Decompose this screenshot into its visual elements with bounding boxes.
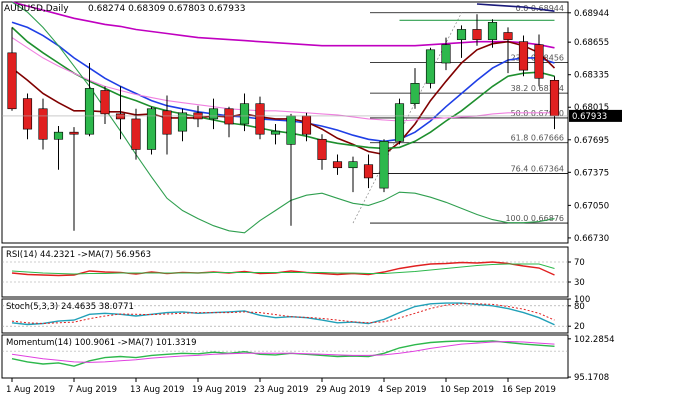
candle-body <box>22 98 33 130</box>
indicator-series-line <box>11 340 555 367</box>
candle-body <box>84 88 95 135</box>
candle-body <box>456 29 467 40</box>
moving-average-line <box>11 26 555 150</box>
y-tick-label: 0.68015 <box>574 103 609 113</box>
candle-body <box>224 108 234 125</box>
fib-level-label: 50.0 0.67910 <box>511 109 564 118</box>
candle-body <box>317 138 327 160</box>
candle-body <box>115 113 126 120</box>
moving-average-line <box>11 1 555 49</box>
y-tick-label: 70 <box>574 258 585 268</box>
last-price-label: 0.67933 <box>572 112 607 122</box>
candle-body <box>53 131 64 140</box>
candle-body <box>487 22 498 40</box>
candle-body <box>255 103 265 135</box>
candle-body <box>410 83 420 104</box>
y-tick-label: 100 <box>574 295 590 305</box>
x-tick-label: 10 Sep 2019 <box>440 385 494 395</box>
moving-average-line <box>11 21 555 143</box>
candle-body <box>363 164 374 179</box>
candle-body <box>286 115 296 145</box>
moving-average-line <box>11 37 555 122</box>
y-tick-label: 0.67375 <box>574 168 609 178</box>
candle-body <box>131 118 141 150</box>
fib-level-label: 76.4 0.67364 <box>511 164 564 173</box>
candle-body <box>38 108 48 140</box>
moving-average-line <box>476 3 555 12</box>
candle-body <box>177 112 188 132</box>
indicator-title: RSI(14) 44.2321 ->MA(7) 56.9563 <box>6 250 151 260</box>
y-tick-label: 0.67050 <box>574 201 609 211</box>
candle-body <box>425 49 436 84</box>
candle-body <box>441 44 451 64</box>
y-tick-label: 0.66730 <box>574 234 609 244</box>
y-tick-label: 0.67695 <box>574 136 609 146</box>
main-price-panel[interactable]: 0.68944 0.68655 0.68335 0.68015 0.67695 0.673… <box>1 1 622 244</box>
x-tick-label: 4 Sep 2019 <box>378 385 426 395</box>
fib-level-label: 100.0 0.66876 <box>505 214 564 223</box>
fib-level-label: 0.0 0.68944 <box>516 4 564 13</box>
candle-body <box>549 79 560 117</box>
y-tick-label: 95.1708 <box>574 373 609 383</box>
x-tick-label: 19 Aug 2019 <box>192 385 246 395</box>
y-tick-label: 102.2854 <box>574 335 615 345</box>
last-price-box <box>569 109 622 122</box>
candle-body <box>146 108 157 150</box>
candle-body <box>270 130 281 135</box>
candle-body <box>518 41 529 71</box>
rsi-panel[interactable]: 70 30 RSI(14) 44.2321 ->MA(7) 56.9563 <box>1 246 585 298</box>
y-tick-label: 30 <box>574 278 585 288</box>
x-tick-label: 23 Aug 2019 <box>254 385 308 395</box>
candle-body <box>534 44 544 79</box>
indicator-series-line <box>11 263 555 275</box>
candle-body <box>162 110 172 135</box>
candle-body <box>472 29 482 40</box>
y-tick-label: 80 <box>574 302 585 312</box>
candle-body <box>348 161 358 169</box>
indicator-series-line <box>11 302 555 326</box>
x-tick-label: 1 Aug 2019 <box>6 385 55 395</box>
x-tick-label: 16 Sep 2019 <box>502 385 556 395</box>
candle-body <box>69 131 79 135</box>
candle-body <box>379 141 389 189</box>
candle-body <box>100 90 110 115</box>
y-tick-label: 0.68655 <box>574 38 609 48</box>
x-tick-label: 29 Aug 2019 <box>316 385 370 395</box>
indicator-series-line <box>11 340 555 363</box>
indicator-series-line <box>11 303 555 325</box>
candle-body <box>239 103 250 125</box>
momentum-panel[interactable]: 102.2854 95.1708 Momentum(14) 100.9061 ->M… <box>1 334 615 383</box>
y-tick-label: 20 <box>574 322 585 332</box>
candle-body <box>301 115 312 135</box>
x-tick-label: 13 Aug 2019 <box>130 385 184 395</box>
candle-body <box>7 52 17 110</box>
x-axis: 1 Aug 2019 7 Aug 2019 13 Aug 2019 19 Aug 20… <box>6 378 556 395</box>
x-tick-label: 7 Aug 2019 <box>68 385 117 395</box>
candle-body <box>503 32 513 40</box>
indicator-title: Stoch(5,3,3) 24.4635 38.0771 <box>6 302 134 312</box>
y-tick-label: 0.68335 <box>574 71 609 81</box>
fib-level-label: 38.2 0.68154 <box>511 84 564 93</box>
fib-level-label: 61.8 0.67666 <box>511 134 564 143</box>
ohlc-readout: 0.68274 0.68309 0.67803 0.67933 <box>88 4 245 14</box>
candle-body <box>394 103 405 142</box>
candle-body <box>208 108 219 120</box>
indicator-title: Momentum(14) 100.9061 ->MA(7) 101.3319 <box>6 338 196 348</box>
y-tick-label: 0.68944 <box>574 9 609 19</box>
symbol-title: AUDUSD,Daily <box>4 4 69 14</box>
candle-body <box>332 161 343 169</box>
